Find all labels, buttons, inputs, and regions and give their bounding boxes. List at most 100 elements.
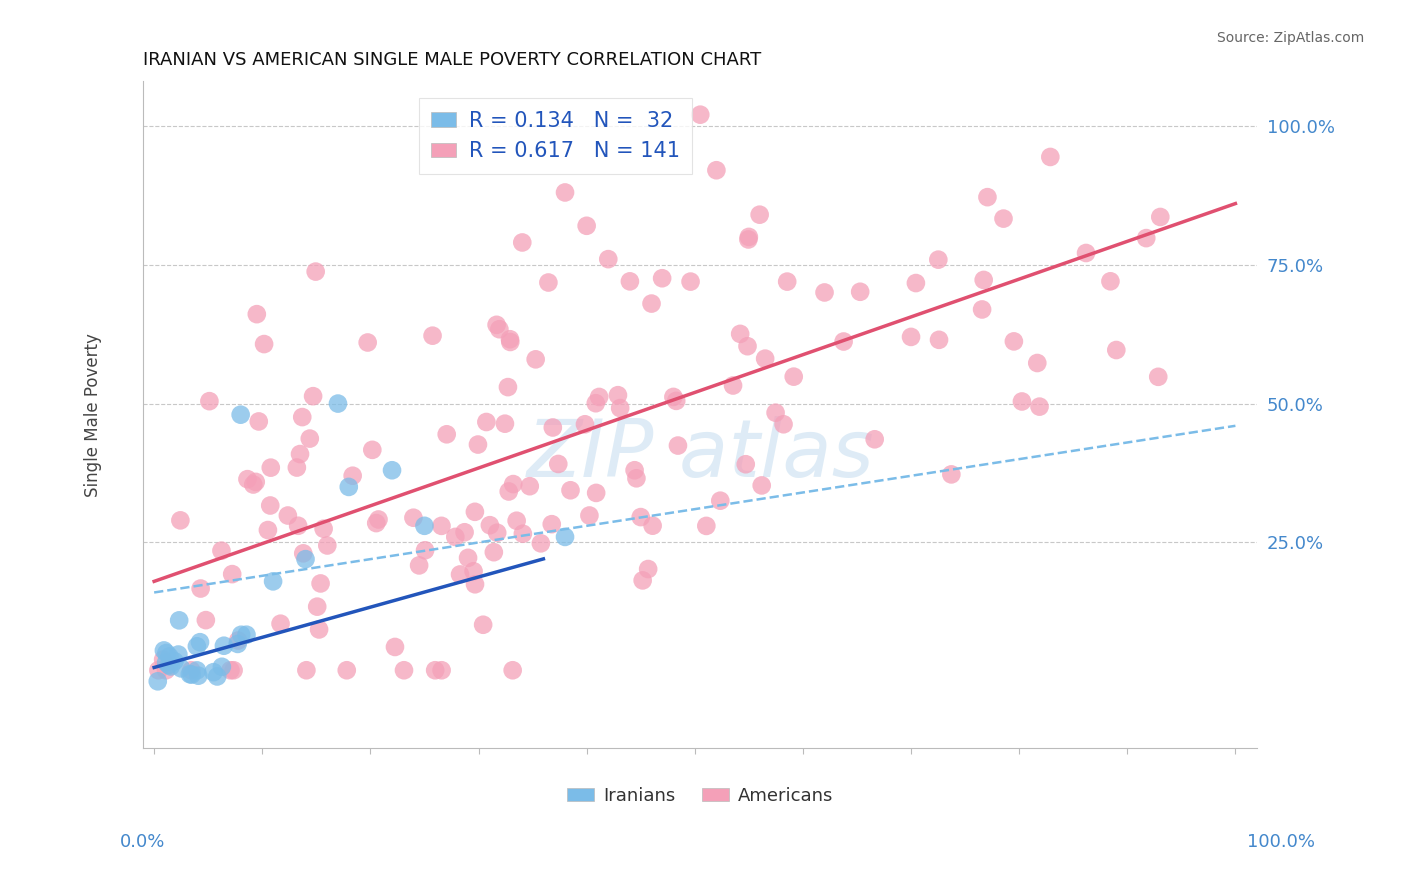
Point [257, 523, 280, 537]
Point [180, 667, 202, 681]
Text: IRANIAN VS AMERICAN SINGLE MALE POVERTY CORRELATION CHART: IRANIAN VS AMERICAN SINGLE MALE POVERTY … [143, 51, 762, 69]
Point [422, 328, 444, 343]
Text: Source: ZipAtlas.com: Source: ZipAtlas.com [1216, 31, 1364, 45]
Point [499, 332, 522, 346]
Point [748, 208, 770, 222]
Point [361, 442, 384, 457]
Point [226, 633, 249, 648]
Point [463, 564, 485, 578]
Point [180, 663, 202, 677]
Text: 100.0%: 100.0% [1247, 833, 1315, 851]
Point [198, 394, 221, 409]
Point [152, 652, 174, 666]
Point [598, 252, 620, 267]
Point [309, 576, 332, 591]
Point [709, 493, 731, 508]
Point [537, 276, 560, 290]
Point [381, 463, 404, 477]
Point [337, 480, 360, 494]
Point [436, 427, 458, 442]
Point [679, 275, 702, 289]
Point [1135, 231, 1157, 245]
Point [607, 388, 630, 402]
Point [188, 635, 211, 649]
Point [498, 484, 520, 499]
Point [1074, 246, 1097, 260]
Point [307, 599, 329, 614]
Point [366, 516, 388, 530]
Point [292, 546, 315, 560]
Point [146, 674, 169, 689]
Point [737, 339, 759, 353]
Point [1039, 150, 1062, 164]
Point [547, 457, 569, 471]
Point [973, 273, 995, 287]
Point [927, 252, 949, 267]
Point [236, 472, 259, 486]
Point [574, 417, 596, 432]
Point [167, 613, 190, 627]
Point [541, 420, 564, 434]
Point [776, 275, 799, 289]
Point [205, 669, 228, 683]
Point [186, 664, 208, 678]
Point [277, 508, 299, 523]
Point [260, 460, 283, 475]
Point [159, 659, 181, 673]
Point [519, 479, 541, 493]
Point [231, 628, 253, 642]
Point [928, 333, 950, 347]
Point [475, 415, 498, 429]
Point [976, 190, 998, 204]
Point [155, 663, 177, 677]
Point [1028, 400, 1050, 414]
Point [186, 640, 208, 654]
Point [783, 369, 806, 384]
Point [467, 437, 489, 451]
Point [157, 657, 180, 672]
Point [721, 378, 744, 392]
Point [190, 582, 212, 596]
Point [449, 567, 471, 582]
Point [226, 637, 249, 651]
Point [305, 264, 328, 278]
Point [695, 519, 717, 533]
Point [402, 510, 425, 524]
Point [510, 235, 533, 250]
Point [253, 337, 276, 351]
Point [1099, 274, 1122, 288]
Point [540, 517, 562, 532]
Point [291, 410, 314, 425]
Point [662, 390, 685, 404]
Point [219, 663, 242, 677]
Point [1011, 394, 1033, 409]
Point [472, 617, 495, 632]
Point [765, 406, 787, 420]
Point [623, 463, 645, 477]
Point [1105, 343, 1128, 357]
Legend: Iranians, Americans: Iranians, Americans [560, 780, 841, 813]
Point [444, 530, 467, 544]
Point [170, 661, 193, 675]
Point [609, 401, 631, 415]
Point [392, 663, 415, 677]
Point [464, 577, 486, 591]
Point [312, 522, 335, 536]
Point [554, 186, 576, 200]
Point [904, 276, 927, 290]
Point [637, 562, 659, 576]
Point [754, 351, 776, 366]
Point [326, 396, 349, 410]
Point [408, 558, 430, 573]
Point [578, 508, 600, 523]
Point [738, 230, 761, 244]
Point [488, 322, 510, 336]
Point [202, 665, 225, 680]
Point [211, 660, 233, 674]
Point [832, 334, 855, 349]
Point [631, 574, 654, 588]
Point [502, 477, 524, 491]
Point [530, 536, 553, 550]
Point [153, 643, 176, 657]
Point [496, 380, 519, 394]
